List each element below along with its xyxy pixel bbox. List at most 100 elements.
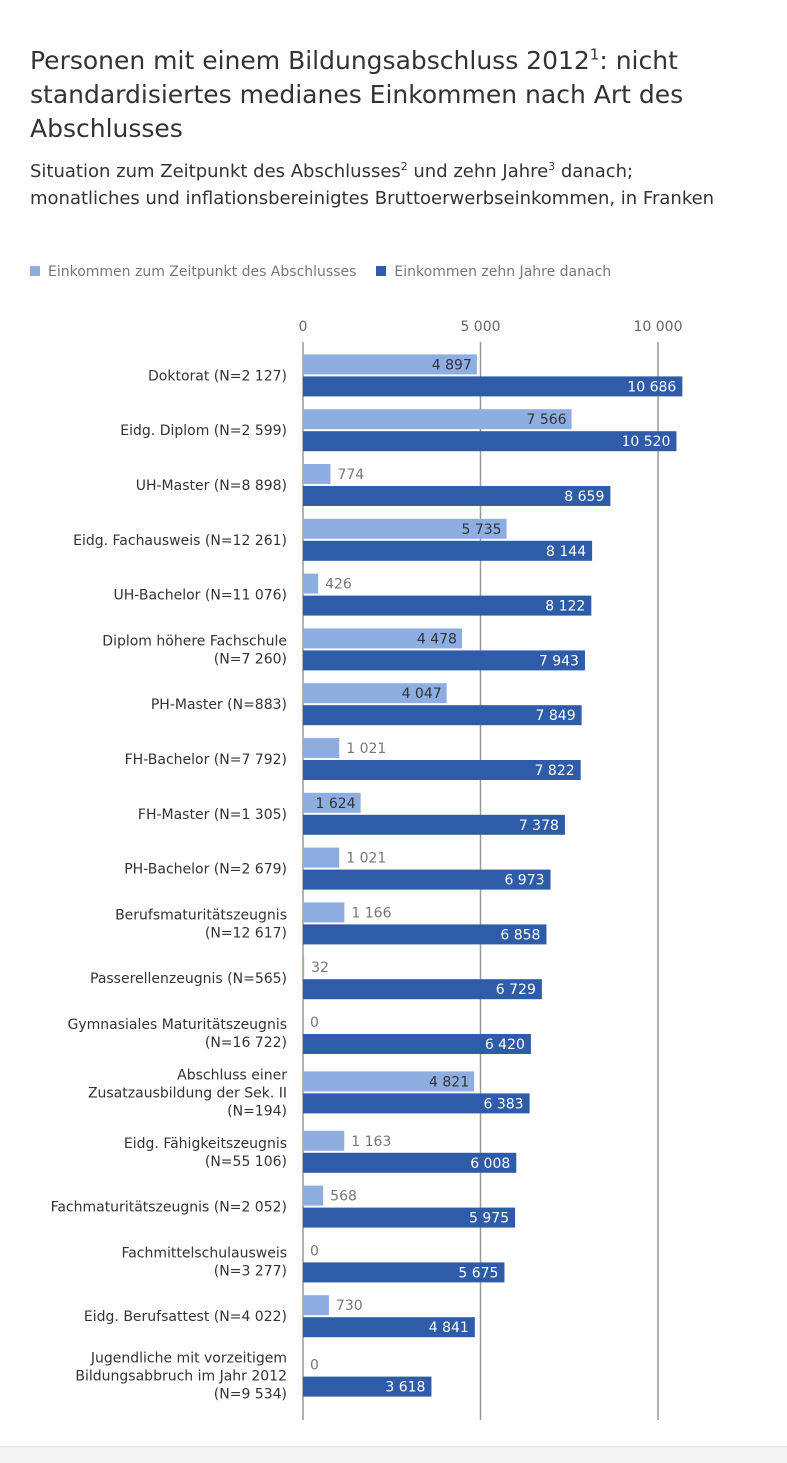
x-tick-label: 0 [299,319,308,335]
bar-ten-years [303,924,547,945]
legend-swatch [30,266,40,276]
bar-at-graduation [303,738,340,758]
bar-at-graduation [303,1130,345,1151]
bar-ten-years [303,1093,530,1114]
bar-at-graduation [303,628,462,649]
bar-ten-years [303,376,683,397]
data-label-ten-years: 6 420 [485,1037,525,1053]
title-text: Personen mit einem Bildungsabschluss 201… [30,46,590,75]
category-label: FH-Master (N=1 305) [138,807,287,823]
category-label: Eidg. Fähigkeitszeugnis [124,1136,287,1152]
data-label-at-graduation: 5 735 [461,522,501,538]
data-label-at-graduation: 32 [311,960,329,976]
data-label-ten-years: 7 943 [539,653,579,669]
legend: Einkommen zum Zeitpunkt des Abschlusses … [30,264,611,280]
bar-at-graduation [303,902,345,923]
category-label: (N=9 534) [214,1387,287,1403]
data-label-at-graduation: 774 [337,467,364,483]
category-label: Fachmittelschulausweis [121,1245,287,1261]
bar-ten-years [303,1262,505,1283]
bar-ten-years [303,869,551,890]
data-label-at-graduation: 0 [310,1015,319,1031]
legend-label: Einkommen zehn Jahre danach [394,264,612,280]
bar-at-graduation [303,792,361,813]
data-label-ten-years: 10 520 [621,434,670,450]
category-label: PH-Bachelor (N=2 679) [124,862,287,878]
data-label-at-graduation: 4 897 [432,357,472,373]
x-tick-label: 10 000 [634,319,683,335]
chart-title: Personen mit einem Bildungsabschluss 201… [30,44,730,146]
bar-at-graduation [303,683,447,704]
category-label: Bildungsabbruch im Jahr 2012 [75,1369,287,1385]
bar-ten-years [303,431,677,452]
category-label: Fachmaturitätszeugnis (N=2 052) [51,1200,287,1216]
data-label-at-graduation: 568 [330,1189,357,1205]
bar-at-graduation [303,1295,329,1316]
footnote-3: 3 [548,160,556,173]
data-label-ten-years: 10 686 [627,379,676,395]
bar-ten-years [303,1152,517,1173]
data-label-ten-years: 7 378 [519,818,559,834]
data-label-at-graduation: 7 566 [526,412,566,428]
x-tick-label: 5 000 [460,319,500,335]
title-rest: : nicht standardisiertes medianes Einkom… [30,46,684,143]
bar-at-graduation [303,957,305,978]
category-label: Passerellenzeugnis (N=565) [90,971,287,987]
category-label: Diplom höhere Fachschule [102,633,287,649]
legend-swatch [376,266,387,276]
legend-item-start[interactable]: Einkommen zum Zeitpunkt des Abschlusses [30,264,356,280]
data-label-ten-years: 7 822 [535,763,575,779]
category-label: Doktorat (N=2 127) [148,368,287,384]
data-label-at-graduation: 1 021 [346,741,386,757]
data-label-at-graduation: 4 047 [402,686,442,702]
bar-ten-years [303,486,611,506]
category-label: Gymnasiales Maturitätszeugnis [67,1017,287,1033]
legend-label: Einkommen zum Zeitpunkt des Abschlusses [48,264,357,280]
legend-item-ten-years[interactable]: Einkommen zehn Jahre danach [376,264,611,280]
category-label: FH-Bachelor (N=7 792) [125,752,287,768]
subtitle-a: Situation zum Zeitpunkt des Abschlusses [30,161,401,182]
category-label: UH-Bachelor (N=11 076) [114,588,287,604]
category-label: Eidg. Fachausweis (N=12 261) [73,533,287,549]
bar-ten-years [303,979,542,1000]
data-label-at-graduation: 1 624 [316,796,356,812]
data-label-at-graduation: 4 478 [417,631,457,647]
category-label: Eidg. Berufsattest (N=4 022) [84,1309,287,1325]
bar-ten-years [303,595,592,616]
bar-ten-years [303,1376,432,1397]
data-label-ten-years: 8 144 [546,544,586,560]
category-label: (N=3 277) [214,1263,287,1279]
data-label-ten-years: 3 618 [385,1380,425,1396]
data-label-ten-years: 6 729 [496,982,536,998]
footnote-2: 2 [400,160,408,173]
data-label-at-graduation: 1 166 [351,905,391,921]
data-label-ten-years: 8 659 [564,489,604,505]
data-label-at-graduation: 1 163 [351,1134,391,1150]
category-label: Eidg. Diplom (N=2 599) [120,423,287,439]
bar-at-graduation [303,518,507,539]
bar-at-graduation [303,464,331,484]
category-label: Zusatzausbildung der Sek. II [88,1085,287,1101]
data-label-at-graduation: 4 821 [429,1074,469,1090]
data-label-ten-years: 5 675 [458,1265,498,1281]
data-label-at-graduation: 1 021 [346,851,386,867]
data-label-at-graduation: 0 [310,1243,319,1259]
data-label-ten-years: 8 122 [545,599,585,615]
category-label: UH-Master (N=8 898) [136,478,287,494]
data-label-ten-years: 4 841 [429,1320,469,1336]
footnote-1: 1 [589,45,600,64]
bar-ten-years [303,1034,531,1054]
data-label-ten-years: 6 858 [500,927,540,943]
bar-ten-years [303,540,593,561]
bar-at-graduation [303,1071,475,1092]
category-label: (N=16 722) [205,1035,287,1051]
data-label-ten-years: 7 849 [536,708,576,724]
data-label-ten-years: 5 975 [469,1211,509,1227]
data-label-at-graduation: 426 [325,577,352,593]
category-label: PH-Master (N=883) [151,697,287,713]
category-label: Berufsmaturitätszeugnis [115,907,287,923]
data-label-ten-years: 6 383 [484,1096,524,1112]
data-label-ten-years: 6 008 [470,1156,510,1172]
bar-ten-years [303,1207,516,1228]
